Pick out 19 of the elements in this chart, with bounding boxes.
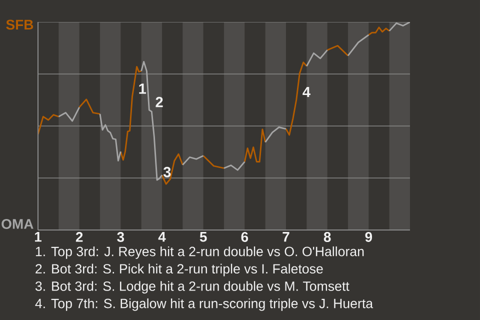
annotation: 2 [156, 96, 163, 108]
text: OMA [2, 219, 34, 229]
x-tick-label: 8 [324, 232, 331, 242]
x-tick-label: 5 [200, 232, 207, 242]
text: 3. Bot 3rd: S. Lodge hit a 2-run double vs M. Tomsett [35, 281, 350, 294]
x-tick-label: 2 [76, 232, 83, 242]
text: 4. Top 7th: S. Bigalow hit a run-scoring triple vs J. Huerta [35, 298, 374, 311]
text: 2. Bot 3rd: S. Pick hit a 2-run triple vs I. Faletose [36, 264, 323, 276]
text: SFB [6, 20, 34, 30]
annotation: 4 [302, 86, 310, 98]
x-tick-label: 1 [34, 232, 42, 242]
x-tick-label: 4 [158, 232, 166, 242]
x-tick-label: 3 [117, 232, 124, 242]
x-tick-label: 7 [282, 232, 290, 242]
x-tick-label: 6 [241, 232, 248, 242]
annotation: 1 [139, 84, 146, 94]
text: 1. Top 3rd: J. Reyes hit a 2-run double vs O. O'Halloran [36, 246, 364, 259]
annotation: 3 [163, 166, 171, 178]
x-tick-label: 9 [365, 232, 372, 242]
